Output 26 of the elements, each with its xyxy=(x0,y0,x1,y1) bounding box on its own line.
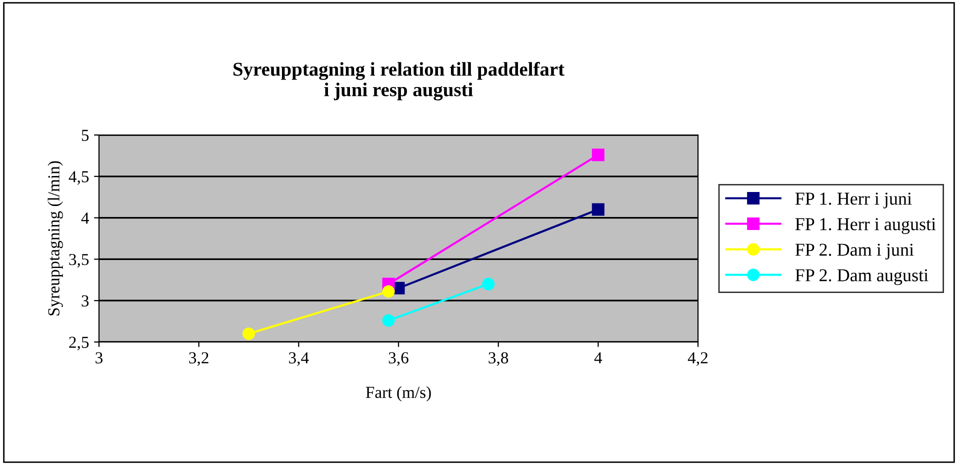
x-tick-label: 3 xyxy=(96,352,103,364)
y-tick-label: 3 xyxy=(82,295,89,307)
legend-label: FP 2. Dam augusti xyxy=(795,269,928,286)
point xyxy=(382,314,395,327)
x-tick-label: 3,8 xyxy=(488,352,508,366)
y-tick-label: 4 xyxy=(81,212,90,224)
point xyxy=(382,285,395,298)
y-tick-label: 3,5 xyxy=(69,254,89,268)
y-tick-label: 4,5 xyxy=(68,171,89,185)
x-tick-label: 3,4 xyxy=(289,352,309,366)
point xyxy=(242,327,255,340)
x-axis-title: Fart (m/s) xyxy=(366,386,431,402)
x-tick-label: 3,2 xyxy=(189,352,208,366)
x-tick-label: 4 xyxy=(594,352,602,364)
x-tick-label: 3,6 xyxy=(388,352,408,366)
y-axis-title: Syreupptagning (l/min) xyxy=(48,161,63,316)
point xyxy=(592,203,604,216)
y-tick-label: 5 xyxy=(82,130,89,141)
y-tick-label: 2,5 xyxy=(69,336,89,350)
point xyxy=(592,148,604,162)
chart-title: Syreupptagning i relation till paddelfart i juni resp augusti xyxy=(234,62,564,100)
legend-label: FP 1. Herr i augusti xyxy=(795,218,936,234)
legend-label: FP 1. Herr i juni xyxy=(795,192,912,208)
legend-label: FP 2. Dam i juni xyxy=(795,244,914,260)
x-tick-label: 4,2 xyxy=(688,352,708,366)
point xyxy=(482,278,495,290)
